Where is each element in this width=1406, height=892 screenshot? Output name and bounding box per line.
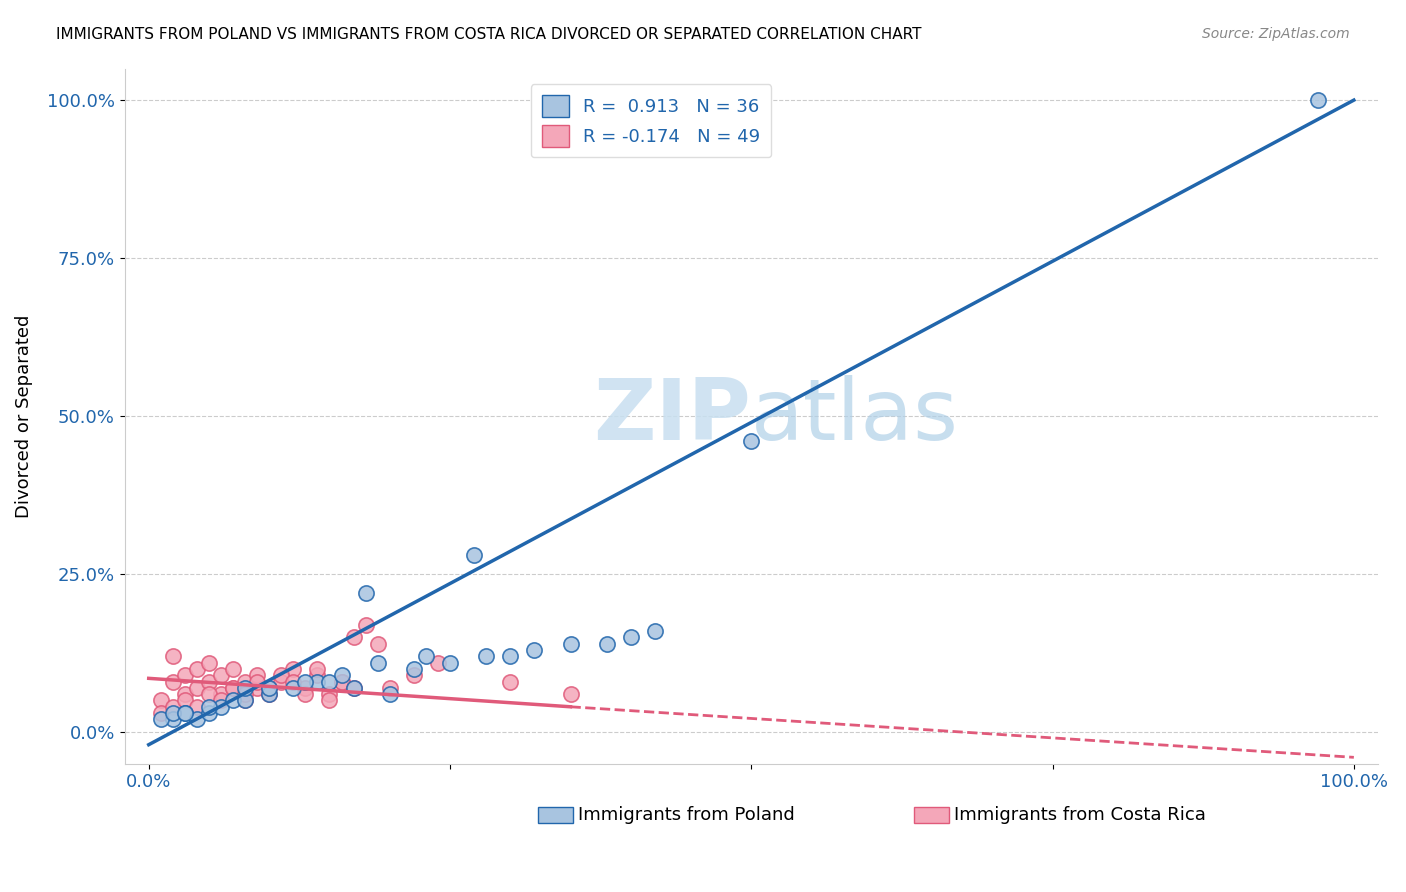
Point	[354, 617, 377, 632]
Point	[257, 687, 280, 701]
Point	[149, 713, 172, 727]
Point	[463, 548, 485, 562]
Point	[307, 662, 329, 676]
Point	[186, 713, 208, 727]
Point	[198, 706, 221, 720]
Point	[307, 674, 329, 689]
Point	[209, 699, 232, 714]
Point	[367, 637, 389, 651]
Point	[173, 668, 195, 682]
Text: IMMIGRANTS FROM POLAND VS IMMIGRANTS FROM COSTA RICA DIVORCED OR SEPARATED CORRE: IMMIGRANTS FROM POLAND VS IMMIGRANTS FRO…	[56, 27, 922, 42]
Point	[186, 681, 208, 695]
Point	[283, 674, 305, 689]
Point	[246, 681, 269, 695]
Text: Immigrants from Poland: Immigrants from Poland	[578, 806, 794, 824]
Point	[620, 630, 643, 644]
Point	[426, 656, 449, 670]
Y-axis label: Divorced or Separated: Divorced or Separated	[15, 314, 32, 517]
Point	[307, 668, 329, 682]
Point	[560, 687, 582, 701]
Point	[644, 624, 666, 638]
Point	[186, 699, 208, 714]
Point	[475, 649, 498, 664]
Point	[499, 674, 522, 689]
Point	[330, 668, 353, 682]
Point	[354, 586, 377, 600]
Point	[198, 699, 221, 714]
Point	[270, 668, 292, 682]
Point	[198, 674, 221, 689]
FancyBboxPatch shape	[914, 807, 949, 822]
Point	[342, 681, 364, 695]
Point	[367, 656, 389, 670]
Point	[342, 630, 364, 644]
Text: atlas: atlas	[751, 375, 959, 458]
Point	[222, 681, 245, 695]
Point	[523, 643, 546, 657]
Point	[233, 693, 256, 707]
Point	[233, 674, 256, 689]
Point	[1306, 93, 1329, 107]
Point	[257, 681, 280, 695]
Point	[330, 674, 353, 689]
Point	[233, 681, 256, 695]
Point	[378, 687, 401, 701]
Point	[186, 662, 208, 676]
Point	[283, 681, 305, 695]
Point	[740, 434, 762, 449]
Point	[595, 637, 617, 651]
Point	[560, 637, 582, 651]
Point	[257, 681, 280, 695]
Point	[378, 681, 401, 695]
Point	[402, 668, 425, 682]
Point	[294, 681, 316, 695]
Point	[198, 656, 221, 670]
Point	[283, 662, 305, 676]
Point	[330, 674, 353, 689]
FancyBboxPatch shape	[538, 807, 574, 822]
Point	[149, 693, 172, 707]
Point	[246, 674, 269, 689]
Text: ZIP: ZIP	[593, 375, 751, 458]
Text: Source: ZipAtlas.com: Source: ZipAtlas.com	[1202, 27, 1350, 41]
Point	[294, 687, 316, 701]
Point	[222, 681, 245, 695]
Point	[162, 699, 184, 714]
Point	[173, 693, 195, 707]
Point	[318, 687, 340, 701]
Legend: R =  0.913   N = 36, R = -0.174   N = 49: R = 0.913 N = 36, R = -0.174 N = 49	[531, 85, 770, 158]
Point	[318, 693, 340, 707]
Point	[415, 649, 437, 664]
Point	[173, 706, 195, 720]
Point	[162, 706, 184, 720]
Point	[270, 674, 292, 689]
Point	[257, 687, 280, 701]
Point	[162, 649, 184, 664]
Point	[149, 706, 172, 720]
Point	[402, 662, 425, 676]
Point	[246, 668, 269, 682]
Point	[209, 693, 232, 707]
Point	[209, 687, 232, 701]
Point	[294, 674, 316, 689]
Point	[499, 649, 522, 664]
Point	[233, 687, 256, 701]
Point	[173, 687, 195, 701]
Point	[222, 662, 245, 676]
Point	[222, 693, 245, 707]
Point	[162, 713, 184, 727]
Point	[342, 681, 364, 695]
Point	[173, 706, 195, 720]
Text: Immigrants from Costa Rica: Immigrants from Costa Rica	[955, 806, 1206, 824]
Point	[162, 674, 184, 689]
Point	[233, 693, 256, 707]
Point	[209, 668, 232, 682]
Point	[439, 656, 461, 670]
Point	[198, 687, 221, 701]
Point	[318, 674, 340, 689]
